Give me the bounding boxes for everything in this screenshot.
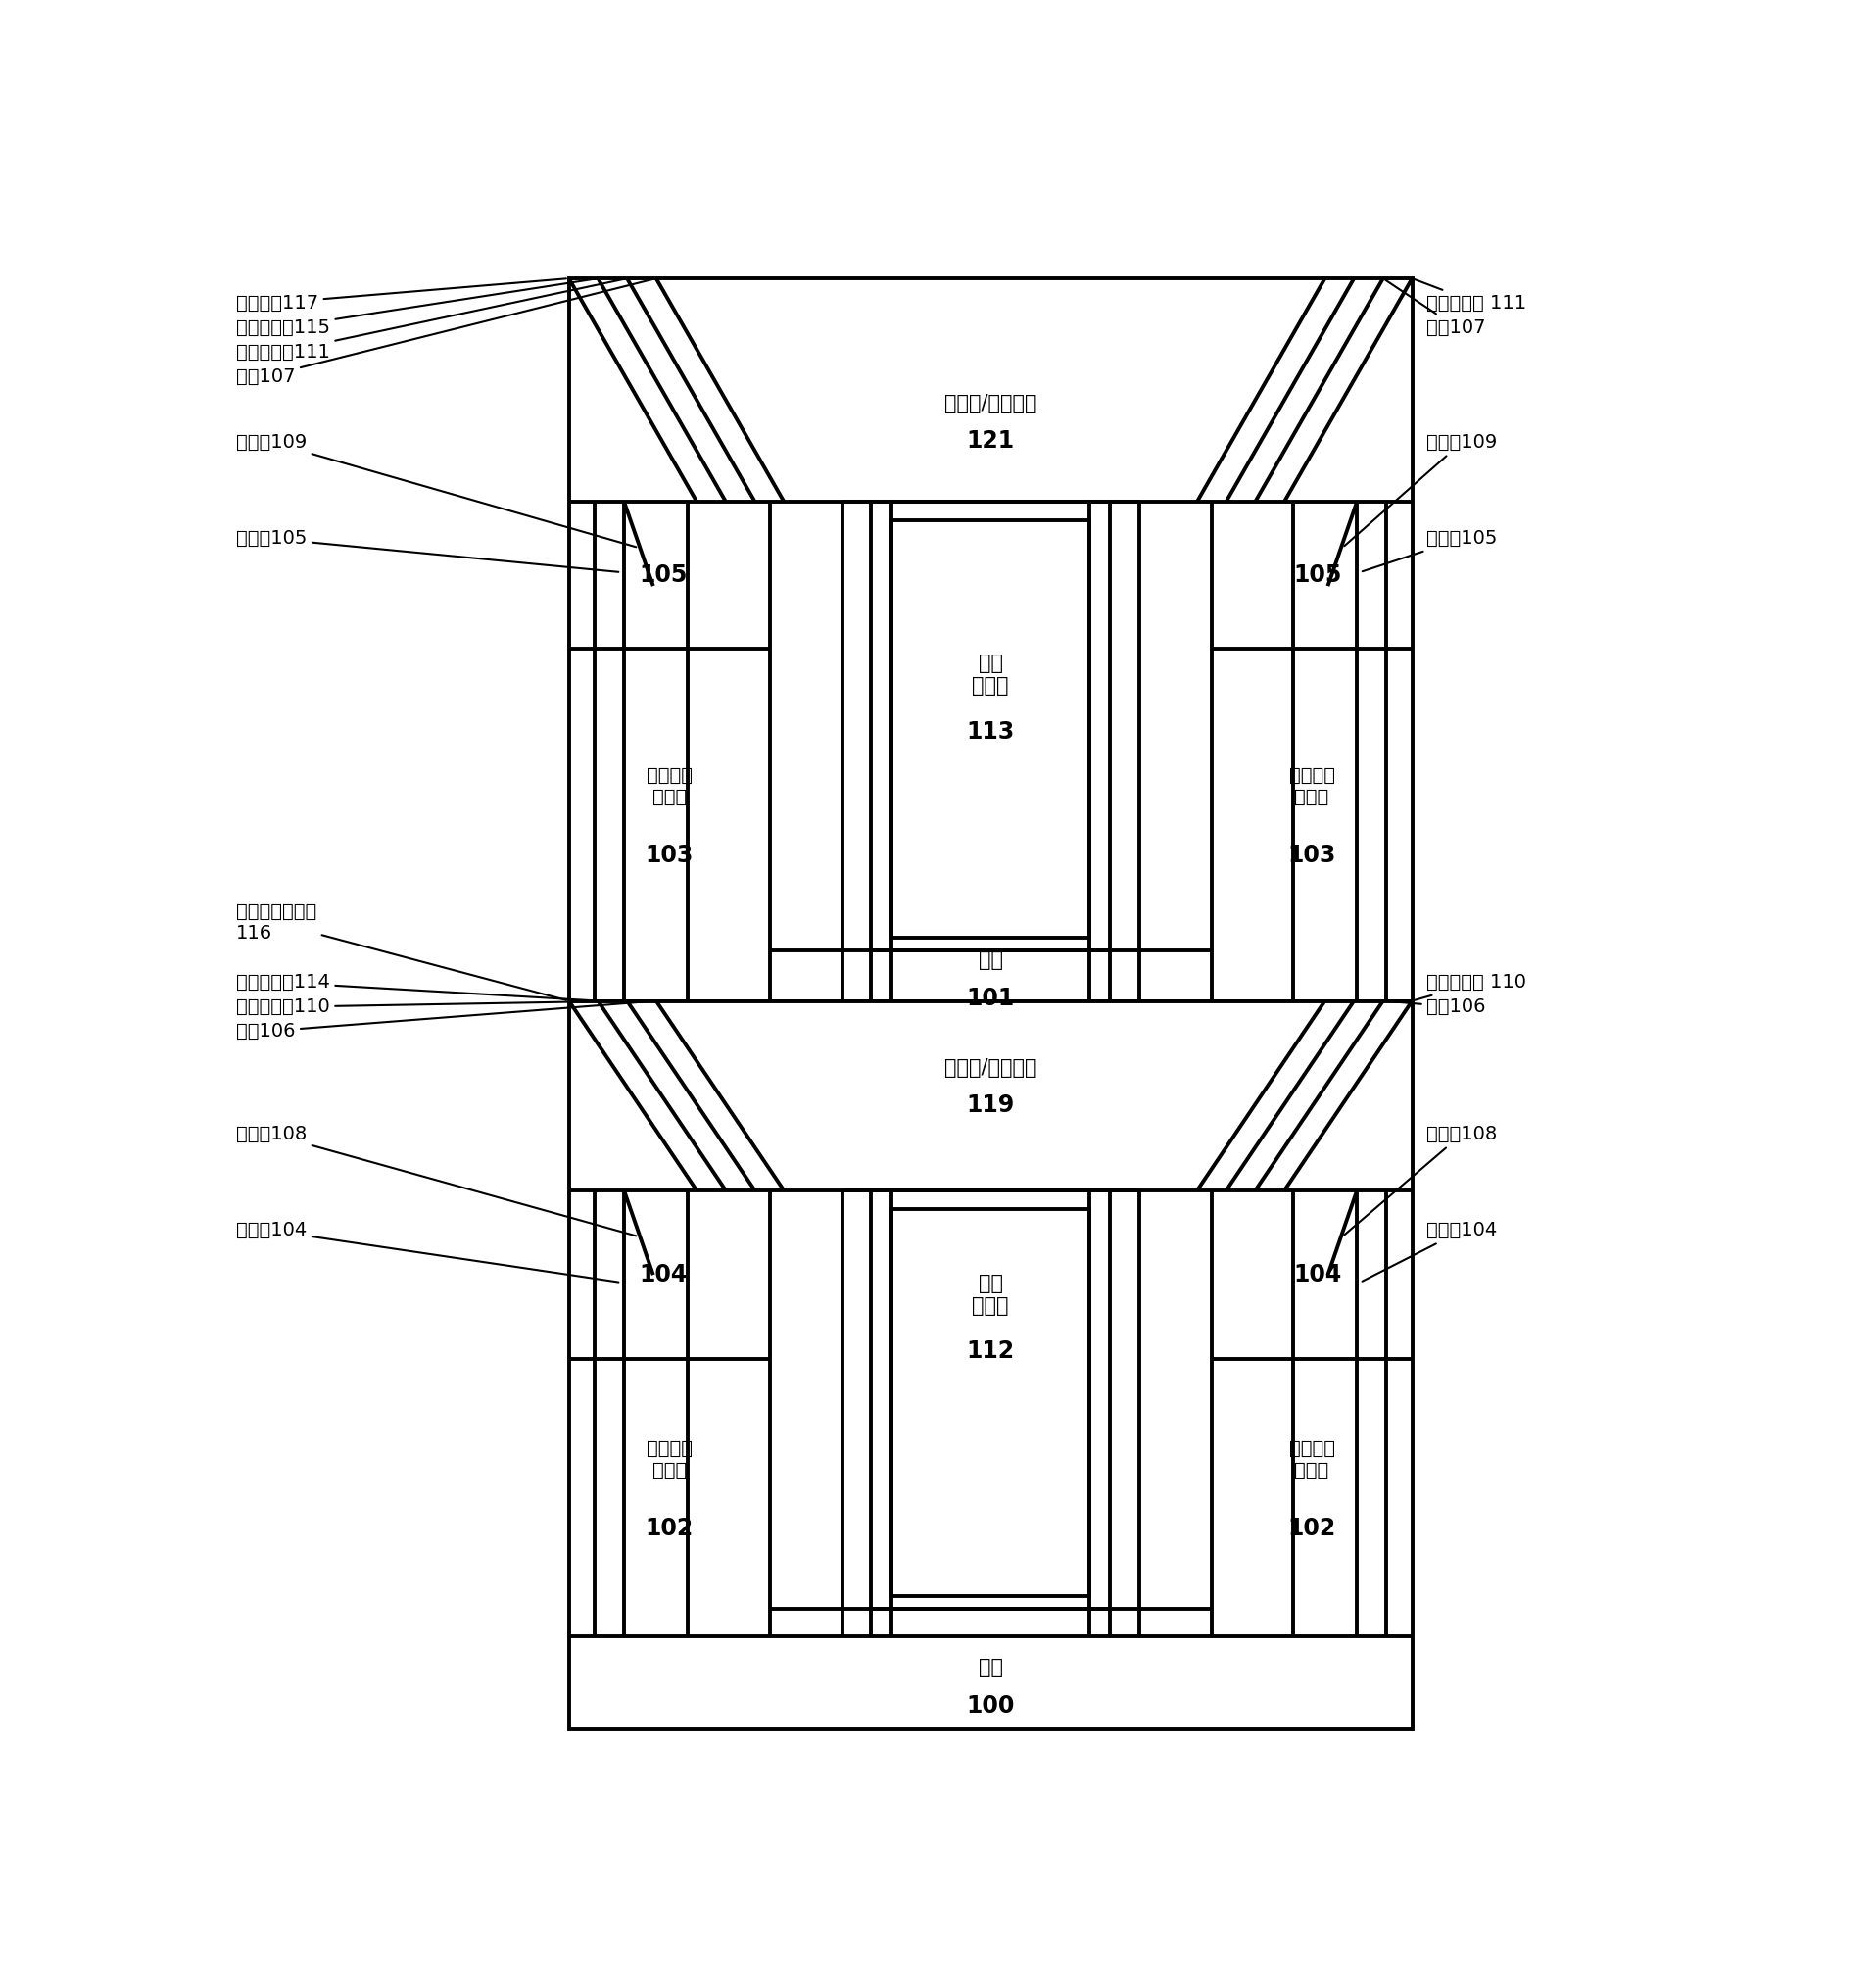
Text: 电介质105: 电介质105 [1361, 529, 1496, 571]
Text: 113: 113 [966, 720, 1014, 744]
Text: 栅极间隔体 110: 栅极间隔体 110 [1414, 974, 1526, 1000]
Text: 119: 119 [966, 1093, 1014, 1117]
Text: 105: 105 [1292, 563, 1341, 586]
Polygon shape [891, 521, 1089, 938]
Polygon shape [568, 1000, 1412, 1730]
Text: 电介质104: 电介质104 [236, 1221, 619, 1282]
Text: 栅极间隔体111: 栅极间隔体111 [236, 278, 624, 362]
Text: 源极区或
漏极区: 源极区或 漏极区 [1288, 767, 1335, 807]
Text: 105: 105 [639, 563, 688, 586]
Text: 栅极间隔体110: 栅极间隔体110 [236, 998, 624, 1016]
Text: 103: 103 [645, 843, 694, 867]
Text: 栅极电介质115: 栅极电介质115 [236, 278, 594, 336]
Text: 栅极电介质114: 栅极电介质114 [236, 974, 594, 1000]
Text: 源极区或
漏极区: 源极区或 漏极区 [645, 1439, 692, 1479]
Text: 源极区或
漏极区: 源极区或 漏极区 [645, 767, 692, 807]
Text: 触点107: 触点107 [236, 278, 652, 386]
Text: 103: 103 [1286, 843, 1335, 867]
Text: 衬底: 衬底 [977, 1658, 1003, 1678]
Text: 栅极间隔体 111: 栅极间隔体 111 [1414, 280, 1526, 312]
Text: 阻挡层108: 阻挡层108 [1344, 1125, 1496, 1235]
Text: 电介质105: 电介质105 [236, 529, 619, 573]
Text: 100: 100 [966, 1694, 1014, 1718]
Text: 102: 102 [645, 1517, 694, 1541]
Text: 触点106: 触点106 [236, 1002, 652, 1042]
Polygon shape [891, 1209, 1089, 1596]
Text: 阻挡层108: 阻挡层108 [236, 1125, 636, 1237]
Text: 104: 104 [639, 1262, 686, 1286]
Text: 104: 104 [1294, 1262, 1341, 1286]
Text: 衬底: 衬底 [977, 950, 1003, 970]
Text: 栅极
填充物: 栅极 填充物 [971, 654, 1009, 696]
Text: 阻挡层109: 阻挡层109 [236, 433, 636, 547]
Text: 电介质/互连结构: 电介质/互连结构 [943, 394, 1037, 414]
Text: 功函数层117: 功函数层117 [236, 278, 566, 312]
Text: 源极区或
漏极区: 源极区或 漏极区 [1288, 1439, 1335, 1479]
Text: 121: 121 [966, 429, 1014, 453]
Text: 阻挡层109: 阻挡层109 [1344, 433, 1496, 547]
Text: 栅极
填充物: 栅极 填充物 [971, 1274, 1009, 1316]
Text: 101: 101 [966, 986, 1014, 1010]
Text: 电介质/互连结构: 电介质/互连结构 [943, 1058, 1037, 1077]
Text: 102: 102 [1286, 1517, 1335, 1541]
Text: 硅化物功函数层
116: 硅化物功函数层 116 [236, 903, 566, 1000]
Text: 触点106: 触点106 [1386, 998, 1485, 1016]
Polygon shape [568, 278, 1412, 1000]
Text: 112: 112 [966, 1340, 1014, 1364]
Text: 电介质104: 电介质104 [1361, 1221, 1496, 1282]
Text: 触点107: 触点107 [1384, 280, 1485, 336]
